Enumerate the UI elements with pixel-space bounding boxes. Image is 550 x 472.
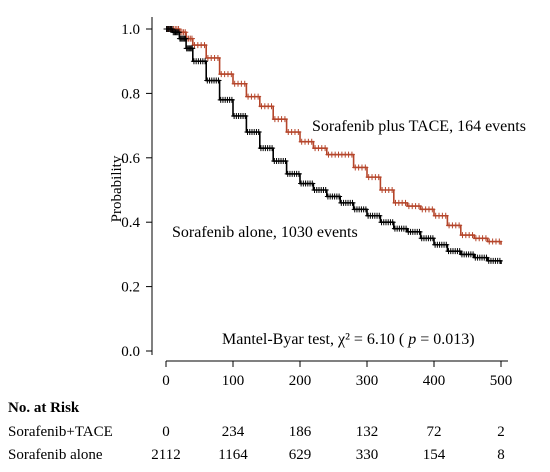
risk-cell: 2112 (151, 447, 181, 463)
censor-mark (255, 129, 262, 136)
censor-marks-0 (163, 26, 503, 245)
censor-mark (308, 138, 315, 145)
x-tick-label: 500 (490, 373, 513, 389)
y-tick-label: 0.4 (121, 215, 140, 231)
risk-cell: 2 (497, 424, 505, 440)
censor-mark (456, 248, 463, 255)
censor-mark (349, 199, 356, 206)
risk-cell: 132 (355, 424, 379, 440)
censor-mark (376, 212, 383, 219)
p-symbol: p (407, 331, 416, 348)
censor-mark (189, 45, 196, 52)
censor-mark (309, 180, 316, 187)
censor-mark (336, 193, 343, 200)
censor-mark (241, 80, 248, 87)
censor-mark (375, 174, 382, 181)
censor-mark (415, 203, 422, 210)
x-tick-label: 200 (289, 373, 312, 389)
kaplan-meier-chart: 0.0 0.2 0.4 0.6 0.8 1.0 0 100 200 300 400 500 Days Pr… (109, 17, 526, 400)
y-axis-label: Probability (109, 155, 125, 222)
x-tick-label: 400 (423, 373, 446, 389)
x-tick-label: 100 (222, 373, 245, 389)
censor-mark (182, 29, 189, 36)
test-label: Mantel-Byar test, χ² = 6.10 ( (222, 331, 404, 348)
censor-mark (496, 238, 503, 245)
censor-mark (215, 77, 222, 84)
risk-cell: 234 (221, 424, 245, 440)
censor-mark (281, 116, 288, 123)
risk-table-title: No. at Risk (8, 400, 80, 416)
censor-mark (268, 103, 275, 110)
censor-mark (362, 164, 369, 171)
censor-mark (482, 235, 489, 242)
censor-mark (175, 29, 182, 36)
censor-mark (182, 35, 189, 42)
censor-mark (295, 170, 302, 177)
risk-row-label-alone: Sorafenib alone (8, 447, 103, 463)
censor-mark (348, 151, 355, 158)
censor-mark (496, 257, 503, 264)
censor-mark (403, 225, 410, 232)
censor-mark (169, 26, 176, 32)
annotation-tace: Sorafenib plus TACE, 164 events (312, 118, 526, 135)
censor-mark (442, 212, 449, 219)
censor-mark (416, 228, 423, 235)
censor-mark (456, 222, 463, 229)
censor-mark (202, 58, 209, 65)
risk-cell: 330 (355, 447, 379, 463)
censor-mark (255, 93, 262, 100)
risk-cell: 72 (426, 424, 442, 440)
risk-cell: 0 (162, 424, 170, 440)
annotation-alone: Sorafenib alone, 1030 events (172, 224, 358, 241)
censor-mark (242, 112, 249, 119)
censor-mark (429, 235, 436, 242)
censor-marks-1 (163, 26, 503, 264)
censor-mark (389, 187, 396, 193)
x-tick-label: 0 (162, 373, 170, 389)
y-tick-label: 1.0 (121, 22, 140, 38)
series-line-0 (166, 28, 502, 245)
censor-mark (201, 42, 208, 49)
risk-cell: 154 (422, 447, 446, 463)
p-value: = 0.013) (416, 331, 474, 348)
censor-mark (469, 232, 476, 239)
y-tick-label: 0.8 (121, 86, 140, 102)
censor-mark (483, 254, 490, 261)
x-axis-label: Days (322, 398, 353, 400)
censor-mark (429, 206, 436, 213)
censor-mark (443, 241, 450, 248)
censor-mark (470, 251, 477, 258)
censor-mark (322, 145, 329, 152)
censor-mark (282, 158, 289, 165)
risk-row-label-tace: Sorafenib+TACE (8, 424, 113, 440)
censor-mark (322, 187, 329, 193)
risk-cell: 629 (288, 447, 312, 463)
risk-cell: 1164 (218, 447, 248, 463)
y-tick-label: 0.0 (121, 344, 140, 360)
censor-mark (188, 35, 195, 42)
x-tick-label: 300 (356, 373, 379, 389)
censor-mark (228, 96, 235, 103)
risk-cell: 8 (497, 447, 505, 463)
censor-mark (214, 54, 221, 61)
censor-mark (228, 71, 235, 78)
y-tick-label: 0.2 (121, 280, 140, 296)
annotation-test: Mantel-Byar test, χ² = 6.10 ( p = 0.013) (222, 331, 475, 348)
censor-mark (269, 145, 276, 152)
risk-cell: 186 (288, 424, 312, 440)
y-tick-label: 0.6 (121, 151, 140, 167)
censor-mark (295, 129, 302, 136)
censor-mark (389, 219, 396, 226)
censor-mark (362, 206, 369, 213)
censor-mark (402, 199, 409, 206)
